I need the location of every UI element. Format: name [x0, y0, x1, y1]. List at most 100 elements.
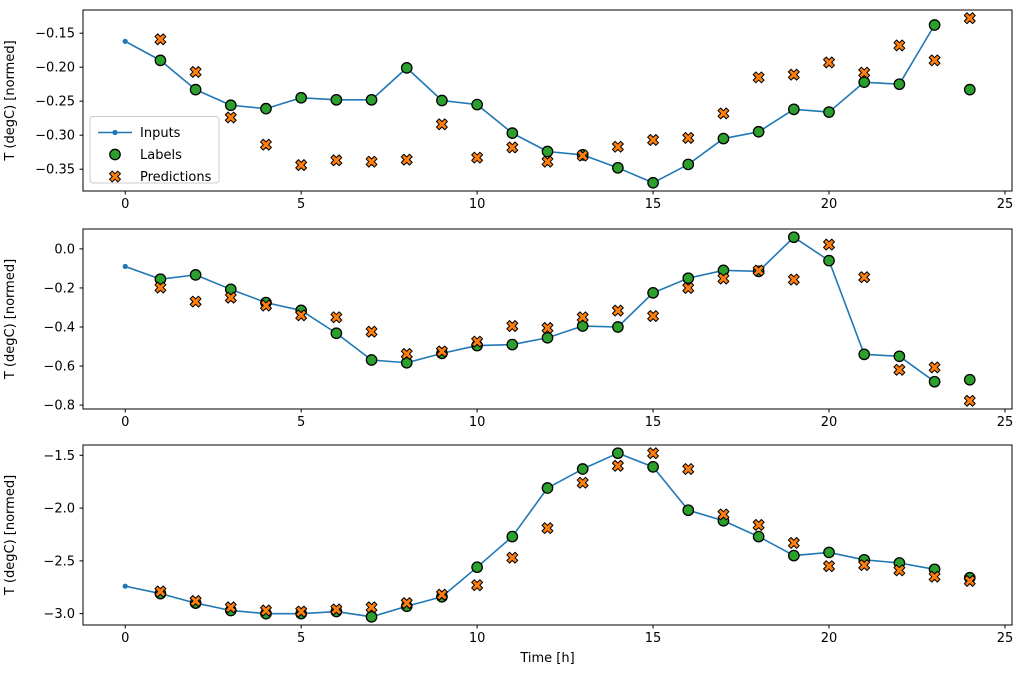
predictions-point — [858, 559, 871, 572]
predictions-point — [928, 570, 941, 583]
predictions-point — [506, 320, 519, 332]
axes-frame — [82, 228, 1013, 410]
predictions-point — [647, 310, 660, 323]
predictions-point — [154, 33, 167, 46]
predictions-point — [506, 141, 519, 154]
labels-point — [928, 375, 941, 388]
predictions-point — [893, 564, 906, 577]
predictions-point — [576, 476, 589, 489]
predictions-point — [823, 560, 835, 573]
labels-point — [823, 546, 835, 559]
x-tick-label: 0 — [121, 631, 129, 646]
predictions-point — [823, 238, 835, 251]
x-axis-label: Time [h] — [519, 651, 574, 666]
y-axis-label: T (degC) [normed] — [3, 259, 18, 380]
x-tick-label: 0 — [121, 197, 129, 212]
labels-point — [506, 127, 519, 139]
labels-point — [576, 320, 589, 332]
x-tick-label: 10 — [469, 197, 486, 212]
y-tick-label: −0.2 — [43, 281, 75, 296]
predictions-point — [365, 325, 378, 338]
legend-label: Labels — [140, 148, 182, 163]
labels-point — [154, 54, 167, 67]
predictions-point — [928, 361, 941, 374]
predictions-point — [400, 597, 413, 610]
x-tick-label: 15 — [645, 197, 662, 212]
labels-point — [612, 447, 624, 460]
predictions-point — [330, 311, 343, 324]
labels-point — [963, 373, 976, 386]
y-tick-label: −0.6 — [43, 360, 75, 375]
predictions-point — [682, 463, 695, 475]
x-tick-label: 20 — [821, 197, 838, 212]
predictions-point — [611, 459, 624, 472]
predictions-point — [576, 149, 589, 162]
predictions-point — [576, 311, 589, 324]
x-tick-label: 25 — [997, 631, 1014, 646]
y-tick-label: −3.0 — [43, 607, 75, 622]
labels-point — [787, 231, 800, 244]
predictions-point — [717, 107, 730, 120]
labels-point — [576, 463, 589, 475]
labels-point — [682, 504, 695, 517]
predictions-point — [787, 68, 800, 81]
predictions-point — [435, 345, 448, 358]
inputs-point — [122, 583, 128, 589]
y-tick-label: −2.5 — [43, 554, 75, 569]
labels-point — [471, 98, 483, 111]
labels-point — [787, 549, 800, 562]
predictions-point — [858, 271, 871, 284]
labels-point — [189, 269, 202, 281]
predictions-point — [717, 508, 730, 521]
inputs-line — [124, 24, 936, 184]
legend: Inputs Labels Predictions — [89, 116, 220, 185]
predictions-point — [330, 154, 343, 167]
predictions-point — [647, 133, 660, 146]
labels-point — [612, 161, 624, 174]
labels-point — [858, 348, 871, 361]
labels-point — [963, 83, 976, 96]
predictions-point — [611, 140, 624, 153]
predictions-point — [471, 151, 484, 164]
y-tick-label: −0.35 — [35, 163, 75, 178]
x-tick-label: 10 — [469, 631, 486, 646]
predictions-point — [963, 394, 976, 407]
labels-point — [928, 19, 941, 31]
y-tick-label: −0.30 — [35, 129, 75, 144]
y-tick-label: −0.15 — [35, 27, 75, 42]
predictions-point — [963, 12, 976, 25]
predictions-point — [787, 273, 800, 286]
predictions-point — [260, 138, 272, 151]
x-tick-label: 10 — [469, 415, 486, 430]
x-tick-label: 25 — [997, 197, 1014, 212]
y-tick-label: 0.0 — [54, 242, 75, 257]
labels-point — [858, 76, 871, 88]
labels-point — [823, 106, 835, 118]
predictions-point — [189, 295, 202, 308]
x-tick-label: 15 — [645, 415, 662, 430]
predictions-point — [611, 304, 624, 317]
predictions-point — [400, 153, 413, 166]
predictions-point — [717, 272, 730, 285]
x-tick-label: 5 — [297, 631, 305, 646]
labels-point — [752, 125, 765, 138]
labels-point — [682, 272, 695, 285]
predictions-point — [154, 281, 167, 294]
x-tick-label: 20 — [821, 631, 838, 646]
predictions-point — [224, 601, 237, 614]
predictions-point — [224, 111, 237, 124]
labels-point — [823, 254, 835, 267]
predictions-point — [541, 322, 554, 334]
y-tick-label: −0.4 — [43, 321, 75, 336]
labels-point — [365, 93, 378, 106]
labels-point — [330, 93, 343, 106]
y-tick-label: −0.25 — [35, 95, 75, 110]
predictions-point — [893, 39, 906, 52]
labels-point — [893, 350, 906, 363]
labels-point — [330, 327, 343, 340]
labels-point — [647, 286, 659, 299]
labels-point — [541, 482, 554, 494]
predictions-point — [752, 264, 765, 277]
subplot-2: 0 5 10 15 20 25 0.0 −0.2 −0.4 −0.6 −0.8 T (degC) [n… — [3, 228, 1013, 430]
